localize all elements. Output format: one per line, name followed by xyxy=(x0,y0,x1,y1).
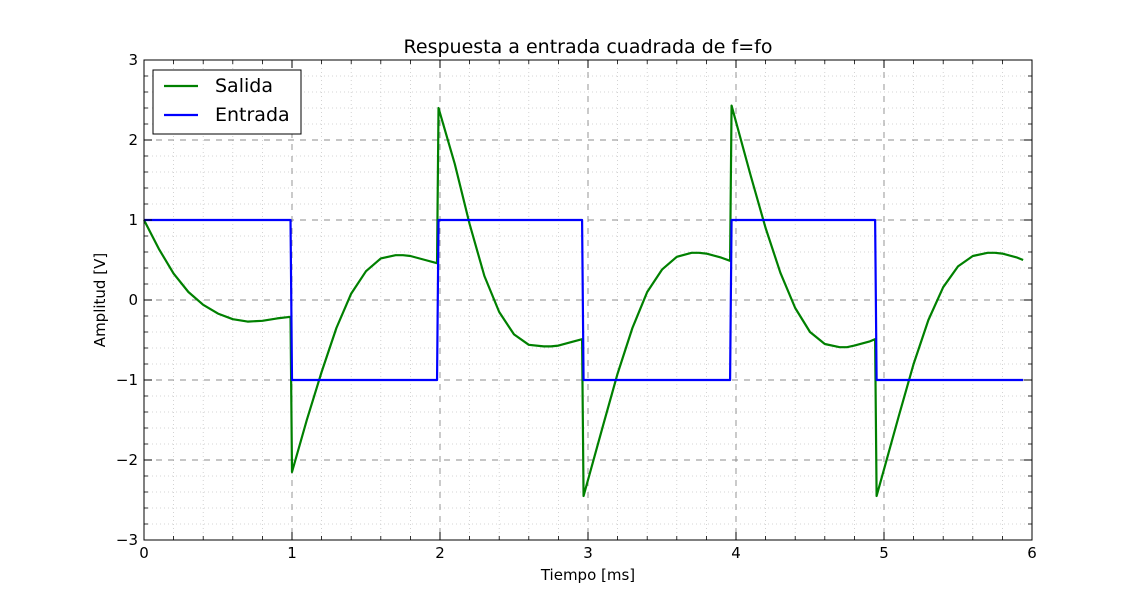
y-tick-label: 0 xyxy=(128,291,138,309)
y-tick-label: 1 xyxy=(128,211,138,229)
x-tick-label: 5 xyxy=(879,544,889,562)
y-tick-label: 3 xyxy=(128,51,138,69)
x-tick-label: 0 xyxy=(139,544,149,562)
x-axis-label: Tiempo [ms] xyxy=(540,566,635,584)
series-line-entrada xyxy=(144,218,1024,382)
series-line-salida xyxy=(143,104,1024,498)
legend-label-entrada: Entrada xyxy=(215,104,290,126)
series-layer xyxy=(143,104,1024,498)
legend: Salida Entrada xyxy=(152,69,302,135)
y-tick-label: −3 xyxy=(116,531,138,549)
axis-ticks xyxy=(143,59,1033,541)
chart-title: Respuesta a entrada cuadrada de f=fo xyxy=(404,36,773,58)
x-tick-label: 6 xyxy=(1027,544,1037,562)
legend-box xyxy=(152,69,302,135)
y-tick-label: 2 xyxy=(128,131,138,149)
y-tick-label: −2 xyxy=(116,451,138,469)
x-tick-label: 2 xyxy=(435,544,445,562)
x-tick-labels: 0 1 2 3 4 5 6 xyxy=(139,544,1037,562)
x-tick-label: 4 xyxy=(731,544,741,562)
y-tick-label: −1 xyxy=(116,371,138,389)
legend-label-salida: Salida xyxy=(215,75,273,97)
y-axis-label: Amplitud [V] xyxy=(91,253,109,347)
y-tick-labels: −3 −2 −1 0 1 2 3 xyxy=(116,51,138,549)
x-tick-label: 1 xyxy=(287,544,297,562)
x-tick-label: 3 xyxy=(583,544,593,562)
